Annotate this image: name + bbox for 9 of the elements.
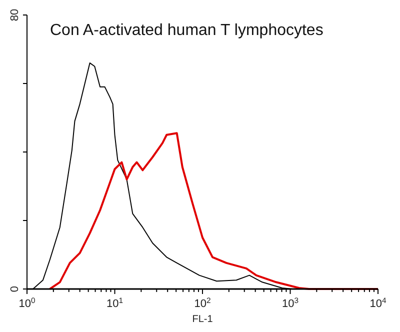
y-tick-label: 0 bbox=[9, 286, 21, 292]
x-tick-label: 10$^{3}$ bbox=[282, 296, 299, 310]
x-tick-label: 10$^{2}$ bbox=[194, 296, 211, 310]
y-tick-label: 80 bbox=[9, 8, 21, 22]
x-tick-label: 10$^{0}$ bbox=[18, 296, 36, 310]
x-axis-title: FL-1 bbox=[192, 314, 214, 325]
chart-title: Con A-activated human T lymphocytes bbox=[50, 22, 324, 39]
x-tick-label: 10$^{4}$ bbox=[370, 296, 387, 310]
x-tick-label: 10$^{1}$ bbox=[106, 296, 124, 310]
